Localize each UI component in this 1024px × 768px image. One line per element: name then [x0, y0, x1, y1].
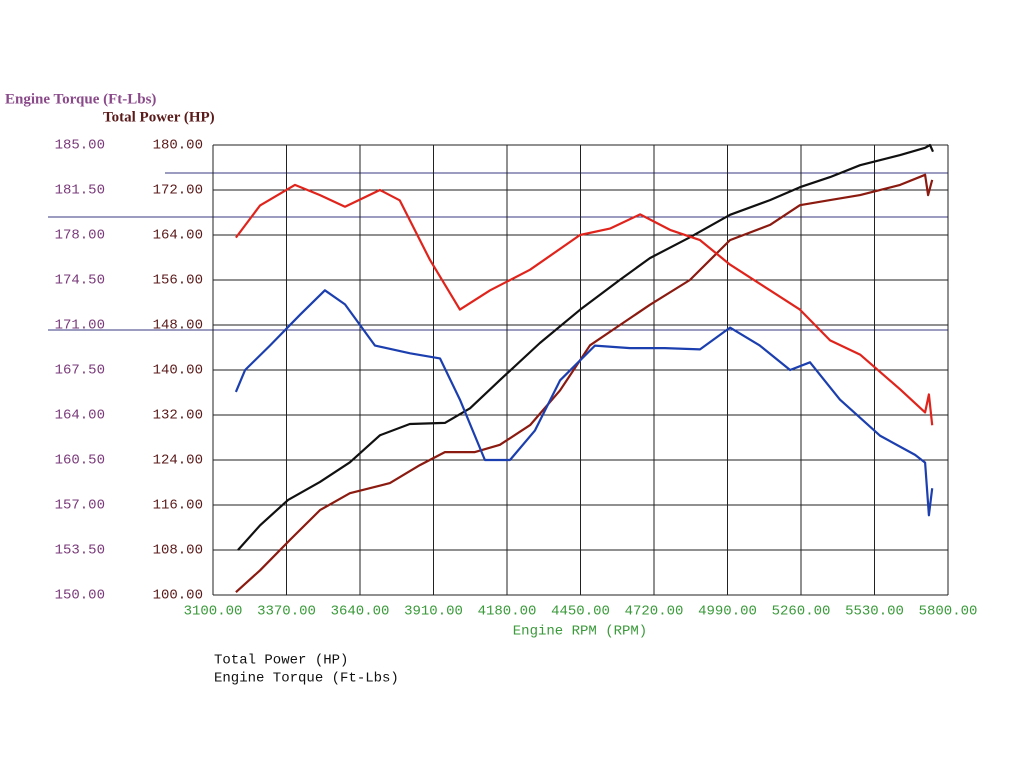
x-tick-label: 3640.00 — [331, 604, 390, 620]
y-tick-label: 108.00 — [153, 543, 203, 559]
y-tick-label: 100.00 — [153, 588, 203, 604]
y-tick-label: 140.00 — [153, 363, 203, 379]
y2-axis-title: Engine Torque (Ft-Lbs) — [5, 91, 156, 107]
y2-tick-label: 164.00 — [55, 408, 105, 424]
y-tick-label: 132.00 — [153, 408, 203, 424]
y2-tick-label: 167.50 — [55, 363, 105, 379]
y2-tick-label: 185.00 — [55, 138, 105, 154]
x-tick-label: 3370.00 — [257, 604, 316, 620]
y2-tick-label: 178.00 — [55, 228, 105, 244]
y-tick-label: 148.00 — [153, 318, 203, 334]
y2-tick-label: 171.00 — [55, 318, 105, 334]
x-tick-label: 4450.00 — [551, 604, 610, 620]
y2-tick-label: 174.50 — [55, 273, 105, 289]
legend-entry: Total Power (HP) — [214, 653, 348, 669]
x-tick-label: 4720.00 — [625, 604, 684, 620]
data-line — [235, 173, 934, 594]
y2-tick-label: 150.00 — [55, 588, 105, 604]
data-line — [235, 183, 934, 426]
y2-tick-label: 157.00 — [55, 498, 105, 514]
y-tick-label: 180.00 — [153, 138, 203, 154]
y-tick-label: 172.00 — [153, 183, 203, 199]
legend-entry: Engine Torque (Ft-Lbs) — [214, 671, 399, 687]
y2-tick-label: 160.50 — [55, 453, 105, 469]
y-tick-label: 156.00 — [153, 273, 203, 289]
x-tick-label: 5530.00 — [845, 604, 904, 620]
x-tick-label: 5800.00 — [919, 604, 978, 620]
y-tick-label: 164.00 — [153, 228, 203, 244]
y2-tick-label: 153.50 — [55, 543, 105, 559]
data-line — [234, 289, 934, 517]
x-tick-label: 3910.00 — [404, 604, 463, 620]
y-tick-label: 124.00 — [153, 453, 203, 469]
x-tick-label: 4180.00 — [478, 604, 537, 620]
data-line — [237, 143, 935, 551]
y2-tick-label: 181.50 — [55, 183, 105, 199]
y-tick-label: 116.00 — [153, 498, 203, 514]
x-tick-label: 4990.00 — [698, 604, 757, 620]
x-tick-label: 3100.00 — [184, 604, 243, 620]
x-tick-label: 5260.00 — [772, 604, 831, 620]
x-axis-title: Engine RPM (RPM) — [513, 624, 647, 640]
y-axis-title: Total Power (HP) — [103, 109, 215, 125]
